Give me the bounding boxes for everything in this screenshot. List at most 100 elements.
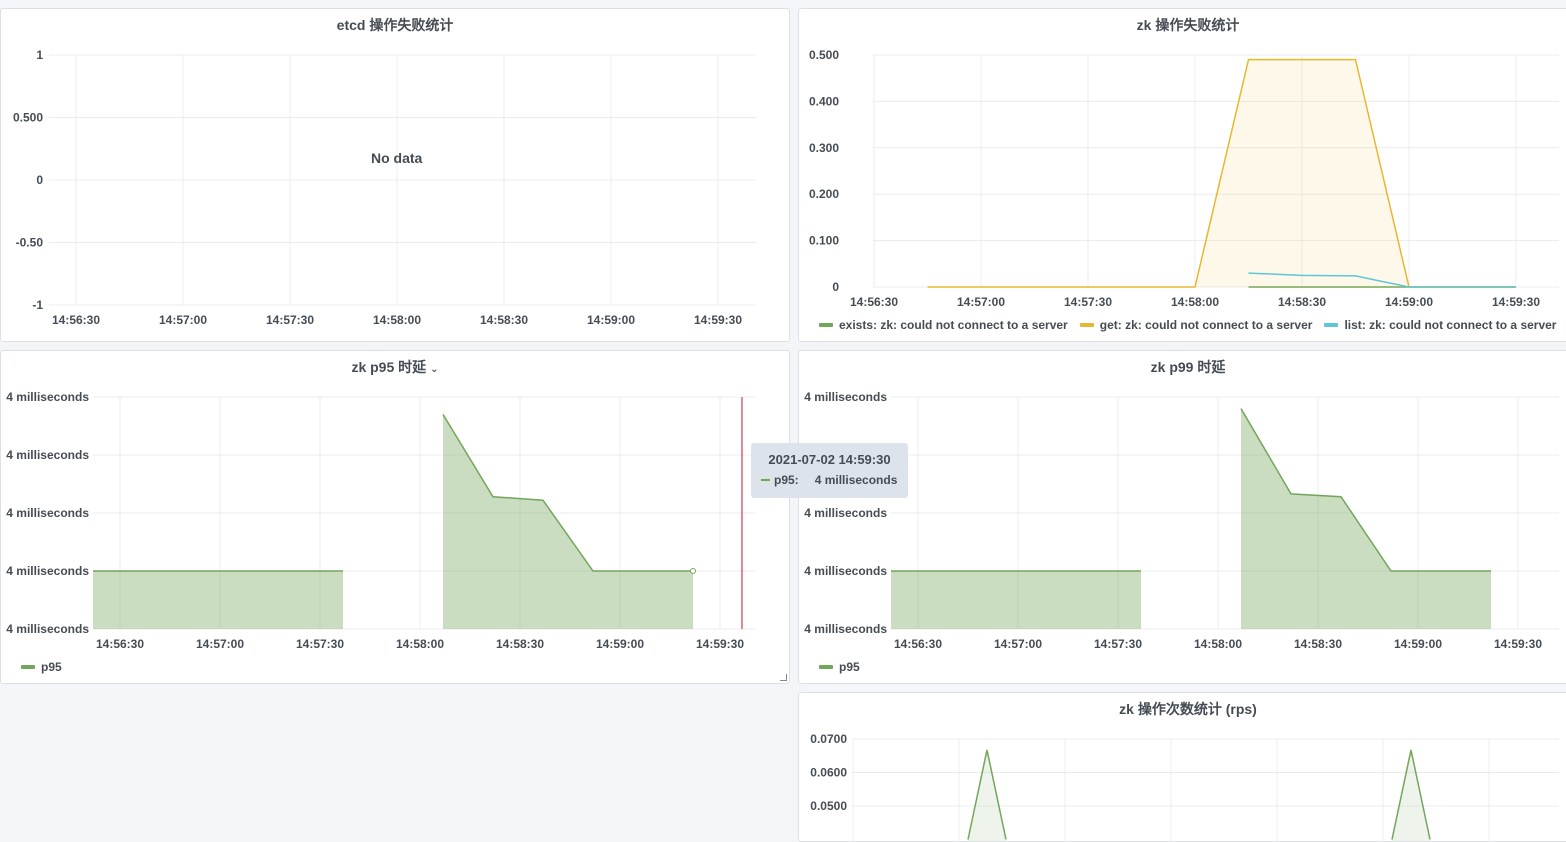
legend-item[interactable]: list: zk: could not connect to a server <box>1324 318 1556 332</box>
panel-zk-failures: zk 操作失败统计 0.500 0.400 0.300 0.200 0.100 0 14:5… <box>798 8 1566 342</box>
x-tick-label: 14:58:30 <box>1294 637 1342 651</box>
x-tick-label: 14:56:30 <box>894 637 942 651</box>
y-tick-label: 4 milliseconds <box>6 622 89 636</box>
chart-zk-failures[interactable]: 0.500 0.400 0.300 0.200 0.100 0 14:56:30 14:57:… <box>799 9 1566 342</box>
series-area <box>968 750 1006 841</box>
y-tick-label: 4 milliseconds <box>804 564 887 578</box>
x-tick-label: 14:59:00 <box>587 313 635 327</box>
legend-label: get: zk: could not connect to a server <box>1099 318 1313 332</box>
x-tick-label: 14:58:00 <box>1194 637 1242 651</box>
chart-etcd[interactable]: 1 0.500 0 -0.50 -1 14:56:30 14:57:00 14:57:30 14… <box>1 9 790 342</box>
legend: exists: zk: could not connect to a serve… <box>819 318 1556 332</box>
legend-label: list: zk: could not connect to a server <box>1344 318 1557 332</box>
y-tick-label: 4 milliseconds <box>804 390 887 404</box>
resize-handle-icon[interactable] <box>780 674 787 681</box>
legend-label: p95 <box>41 660 62 674</box>
y-tick-label: 0.200 <box>809 187 839 201</box>
chart-zk-rps[interactable]: 0.0700 0.0600 0.0500 <box>799 693 1566 842</box>
x-tick-label: 14:58:00 <box>396 637 444 651</box>
legend-item[interactable]: p95 <box>21 660 62 674</box>
x-tick-label: 14:57:00 <box>196 637 244 651</box>
series-area <box>93 571 343 629</box>
series-line <box>1240 408 1491 572</box>
series-line <box>1248 272 1516 288</box>
legend-item[interactable]: get: zk: could not connect to a server <box>1079 318 1313 332</box>
chart-zk-p95[interactable]: 4 milliseconds 4 milliseconds 4 millisecon… <box>1 351 790 684</box>
x-tick-label: 14:57:30 <box>1094 637 1142 651</box>
legend: p95 <box>819 660 860 674</box>
x-tick-label: 14:56:30 <box>96 637 144 651</box>
series-line <box>967 749 1007 840</box>
legend: p95 <box>21 660 62 674</box>
y-tick-label: 0.0700 <box>810 732 847 746</box>
legend-swatch-icon <box>819 665 833 669</box>
legend-item[interactable]: exists: zk: could not connect to a serve… <box>819 318 1068 332</box>
y-tick-label: -1 <box>32 298 43 312</box>
chart-zk-p99[interactable]: 4 milliseconds 4 milliseconds 4 millisecon… <box>799 351 1566 684</box>
x-tick-label: 14:58:00 <box>1171 295 1219 309</box>
y-tick-label: 0.0600 <box>810 766 847 780</box>
x-tick-label: 14:59:30 <box>696 637 744 651</box>
y-tick-label: 0 <box>36 173 43 187</box>
panel-zk-p95: zk p95 时延 ⌄ 4 milliseconds 4 milliseconds 4… <box>0 350 790 684</box>
series-area <box>1392 750 1430 841</box>
y-tick-label: 0.0500 <box>810 799 847 813</box>
y-tick-label: 0.500 <box>13 111 43 125</box>
tooltip-time: 2021-07-02 14:59:30 <box>768 452 891 467</box>
series-area <box>891 571 1141 629</box>
x-tick-label: 14:58:00 <box>373 313 421 327</box>
panel-zk-p99: zk p99 时延 4 milliseconds 4 milliseconds 4 … <box>798 350 1566 684</box>
panel-title[interactable]: zk p99 时延 <box>1150 359 1226 375</box>
series-line <box>1391 749 1431 840</box>
x-tick-label: 14:57:30 <box>296 637 344 651</box>
y-tick-label: 0.300 <box>809 141 839 155</box>
panel-title[interactable]: zk p95 时延 ⌄ <box>1 357 789 377</box>
x-tick-label: 14:59:30 <box>1492 295 1540 309</box>
x-tick-label: 14:56:30 <box>52 313 100 327</box>
x-tick-label: 14:59:30 <box>694 313 742 327</box>
panel-title[interactable]: zk 操作失败统计 <box>1136 17 1240 33</box>
tooltip-value: 4 milliseconds <box>814 473 898 487</box>
legend-swatch-icon <box>1324 323 1339 327</box>
panel-title-text: zk p95 时延 <box>351 359 427 375</box>
x-tick-label: 14:57:30 <box>266 313 314 327</box>
x-tick-label: 14:59:00 <box>596 637 644 651</box>
no-data-label: No data <box>371 150 423 166</box>
panel-title[interactable]: zk 操作次数统计 (rps) <box>1119 701 1257 717</box>
tooltip-series: p95: <box>774 473 799 487</box>
y-tick-label: 1 <box>36 48 43 62</box>
x-tick-label: 14:59:00 <box>1394 637 1442 651</box>
panel-etcd-failures: etcd 操作失败统计 1 0.500 0 -0.50 -1 14:56:30 14:57:… <box>0 8 790 342</box>
y-tick-label: 0.400 <box>809 94 839 108</box>
series-swatch-icon <box>761 479 770 481</box>
y-tick-label: 4 milliseconds <box>6 564 89 578</box>
x-tick-label: 14:59:00 <box>1385 295 1433 309</box>
x-tick-label: 14:58:30 <box>480 313 528 327</box>
legend-label: p95 <box>839 660 860 674</box>
legend-item[interactable]: p95 <box>819 660 860 674</box>
y-tick-label: 4 milliseconds <box>804 506 887 520</box>
series-area <box>1241 408 1491 629</box>
y-tick-label: 0 <box>832 280 839 294</box>
x-tick-label: 14:57:00 <box>957 295 1005 309</box>
x-tick-label: 14:57:00 <box>159 313 207 327</box>
legend-swatch-icon <box>819 323 833 327</box>
series-line <box>442 414 693 572</box>
y-tick-label: 0.100 <box>809 234 839 248</box>
x-tick-label: 14:59:30 <box>1494 637 1542 651</box>
y-tick-label: -0.50 <box>16 236 44 250</box>
legend-swatch-icon <box>21 665 35 669</box>
series-area <box>443 414 693 629</box>
x-tick-label: 14:57:00 <box>994 637 1042 651</box>
y-tick-label: 0.500 <box>809 48 839 62</box>
x-tick-label: 14:58:30 <box>1278 295 1326 309</box>
chevron-down-icon[interactable]: ⌄ <box>430 364 439 375</box>
y-tick-label: 4 milliseconds <box>6 390 89 404</box>
y-tick-label: 4 milliseconds <box>6 448 89 462</box>
panel-title[interactable]: etcd 操作失败统计 <box>336 17 454 33</box>
y-tick-label: 4 milliseconds <box>6 506 89 520</box>
x-tick-label: 14:58:30 <box>496 637 544 651</box>
panel-zk-rps: zk 操作次数统计 (rps) 0.0700 0.0600 0.0500 <box>798 692 1566 842</box>
y-tick-label: 4 milliseconds <box>804 622 887 636</box>
legend-swatch-icon <box>1079 323 1094 327</box>
